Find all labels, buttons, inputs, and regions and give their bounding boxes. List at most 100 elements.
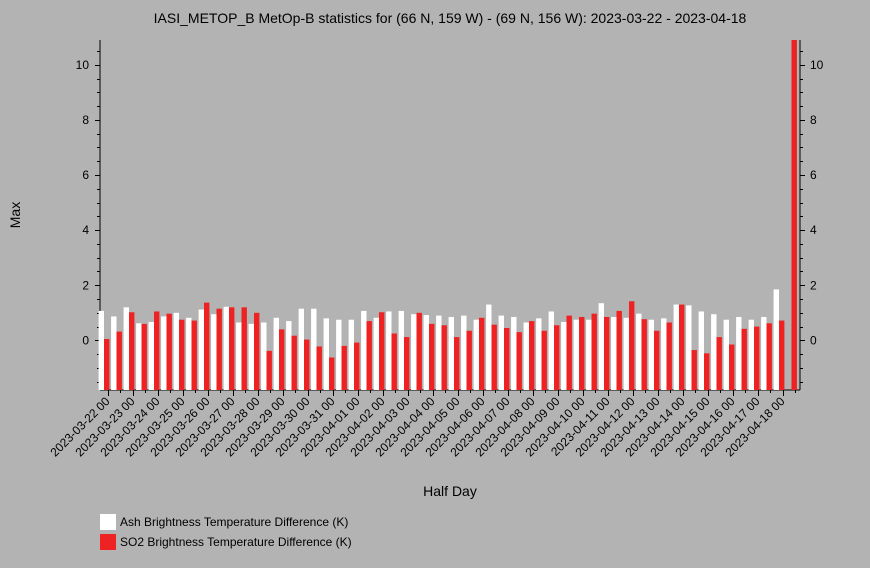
so2-bar — [116, 331, 122, 390]
ash-bar — [611, 316, 617, 390]
so2-bar — [416, 312, 422, 390]
so2-bar — [479, 317, 485, 390]
y-tick-label-right: 2 — [810, 278, 817, 292]
ash-bar — [348, 319, 354, 390]
ash-bar — [561, 321, 567, 390]
ash-bar — [711, 314, 717, 390]
so2-bar — [541, 330, 547, 390]
ash-bar — [636, 313, 642, 390]
so2-bar — [254, 312, 260, 390]
legend-swatch-so2 — [100, 534, 116, 550]
ash-bar — [761, 316, 767, 390]
ash-bar — [161, 316, 167, 390]
y-tick-label-right: 10 — [810, 58, 824, 72]
so2-bar — [391, 333, 397, 390]
ash-bar — [511, 316, 517, 390]
so2-bar — [141, 323, 147, 390]
so2-bar — [179, 319, 185, 390]
so2-bar — [454, 337, 460, 390]
ash-bar — [748, 319, 754, 390]
so2-bar — [529, 321, 535, 390]
y-axis-label: Max — [7, 202, 23, 228]
ash-bar — [323, 318, 329, 390]
ash-bar — [736, 316, 742, 390]
so2-bar — [704, 353, 710, 390]
y-tick-label-right: 8 — [810, 113, 817, 127]
ash-bar — [198, 309, 204, 390]
ash-bar — [423, 315, 429, 390]
ash-bar — [236, 322, 242, 390]
so2-bar — [341, 345, 347, 390]
ash-bar — [573, 319, 579, 390]
so2-bar — [191, 320, 197, 390]
so2-bar — [166, 313, 172, 390]
ash-bar — [248, 323, 254, 390]
ash-bar — [673, 304, 679, 390]
so2-bar — [266, 350, 272, 390]
y-tick-label-right: 6 — [810, 168, 817, 182]
chart-title: IASI_METOP_B MetOp-B statistics for (66 … — [154, 10, 747, 26]
so2-bar — [741, 328, 747, 390]
ash-bar — [648, 319, 654, 390]
legend-label-ash: Ash Brightness Temperature Difference (K… — [120, 515, 349, 529]
so2-bar — [616, 310, 622, 390]
ash-bar — [436, 315, 442, 390]
y-tick-label-right: 4 — [810, 223, 817, 237]
ash-bar — [123, 307, 129, 390]
so2-bar — [491, 324, 497, 390]
y-tick-label-left: 8 — [82, 113, 89, 127]
legend-swatch-ash — [100, 514, 116, 530]
ash-bar — [773, 289, 779, 390]
so2-bar — [129, 312, 135, 390]
y-tick-label-left: 10 — [76, 58, 90, 72]
y-tick-label-right: 0 — [810, 333, 817, 347]
ash-bar — [498, 315, 504, 390]
so2-bar — [766, 323, 772, 390]
so2-bar — [104, 339, 110, 390]
so2-bar — [604, 316, 610, 390]
ash-bar — [148, 321, 154, 390]
so2-bar — [554, 325, 560, 390]
ash-bar — [598, 303, 604, 390]
ash-bar — [373, 317, 379, 390]
so2-bar — [679, 304, 685, 390]
so2-bar — [441, 325, 447, 390]
so2-bar — [566, 315, 572, 390]
so2-bar — [404, 337, 410, 390]
so2-bar — [779, 320, 785, 390]
y-tick-label-left: 2 — [82, 278, 89, 292]
ash-bar — [536, 318, 542, 390]
so2-bar — [629, 301, 635, 390]
so2-bar — [354, 342, 360, 390]
ash-bar — [298, 308, 304, 390]
so2-bar — [591, 313, 597, 390]
ash-bar — [286, 321, 292, 390]
so2-bar — [379, 312, 385, 390]
ash-bar — [273, 317, 279, 390]
so2-bar — [691, 350, 697, 390]
so2-bar — [304, 339, 310, 390]
ash-bar — [723, 319, 729, 390]
so2-bar — [791, 40, 797, 390]
ash-bar — [461, 315, 467, 390]
ash-bar — [686, 305, 692, 390]
ash-bar — [211, 314, 217, 390]
so2-bar — [316, 346, 322, 390]
ash-bar — [336, 319, 342, 390]
so2-bar — [516, 332, 522, 390]
so2-bar — [291, 335, 297, 390]
ash-bar — [523, 322, 529, 390]
ash-bar — [111, 316, 117, 390]
so2-bar — [154, 311, 160, 390]
so2-bar — [204, 302, 210, 390]
ash-bar — [411, 314, 417, 390]
so2-bar — [229, 307, 235, 390]
so2-bar — [216, 308, 222, 390]
ash-bar — [136, 323, 142, 390]
y-tick-label-left: 0 — [82, 333, 89, 347]
so2-bar — [466, 330, 472, 390]
so2-bar — [654, 330, 660, 390]
ash-bar — [448, 316, 454, 390]
ash-bar — [398, 310, 404, 390]
